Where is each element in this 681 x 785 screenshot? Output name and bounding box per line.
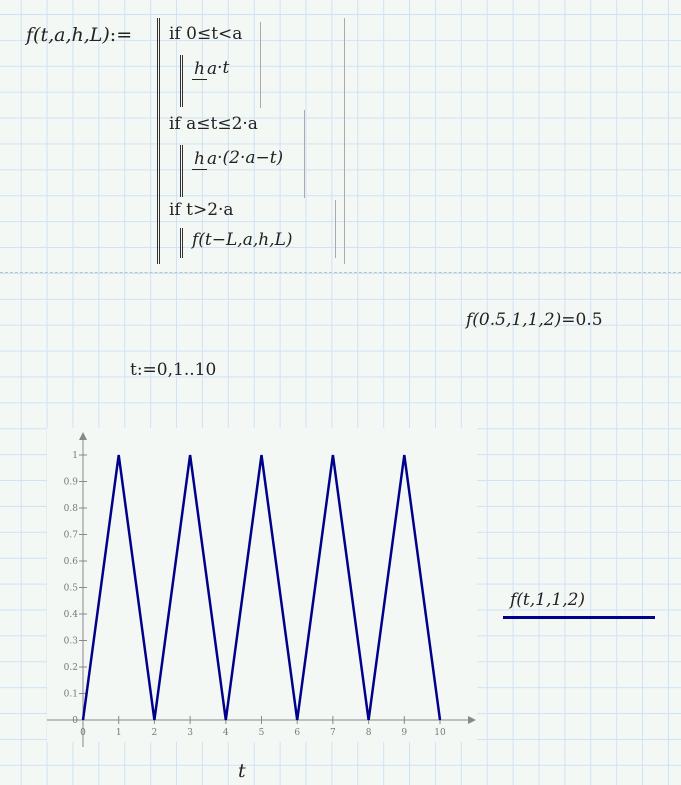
denominator: a <box>206 148 218 169</box>
case-2-bar <box>180 145 183 197</box>
legend-series-line <box>503 616 655 619</box>
evaluation-expr: f(0.5,1,1,2) <box>466 310 562 330</box>
function-definition-lhs[interactable]: f(t,a,h,L):= <box>26 24 132 46</box>
evaluation-result: =0.5 <box>561 310 603 330</box>
case-2-condition[interactable]: if a≤t≤2·a <box>169 114 258 134</box>
case-2-expr[interactable]: h a·(2·a−t) <box>192 148 284 170</box>
evaluation[interactable]: f(0.5,1,1,2)=0.5 <box>466 310 603 330</box>
case-2-bracket <box>304 110 305 198</box>
case-1-bracket <box>260 22 261 108</box>
legend-series-label[interactable]: f(t,1,1,2) <box>510 590 586 610</box>
plot-region[interactable] <box>47 428 477 742</box>
case-2-rest: ·(2·a−t) <box>217 148 284 168</box>
case-1-rest: ·t <box>217 58 230 78</box>
case-3-condition[interactable]: if t>2·a <box>169 200 234 220</box>
case-1-condition[interactable]: if 0≤t<a <box>169 24 243 44</box>
region-separator <box>0 272 681 273</box>
case-1-expr[interactable]: h a·t <box>192 58 230 80</box>
program-bracket <box>344 18 345 264</box>
numerator: h <box>192 58 207 80</box>
case-3-bar <box>180 228 183 258</box>
range-definition[interactable]: t:=0,1..10 <box>130 360 217 380</box>
program-bar <box>157 18 160 264</box>
assign-operator: := <box>109 24 133 46</box>
x-axis-label[interactable]: t <box>238 760 246 782</box>
case-3-expr[interactable]: f(t−L,a,h,L) <box>192 230 293 250</box>
denominator: a <box>206 58 218 79</box>
function-signature: f(t,a,h,L) <box>26 24 110 46</box>
case-1-bar <box>180 55 183 107</box>
numerator: h <box>192 148 207 170</box>
case-3-bracket <box>335 200 336 258</box>
